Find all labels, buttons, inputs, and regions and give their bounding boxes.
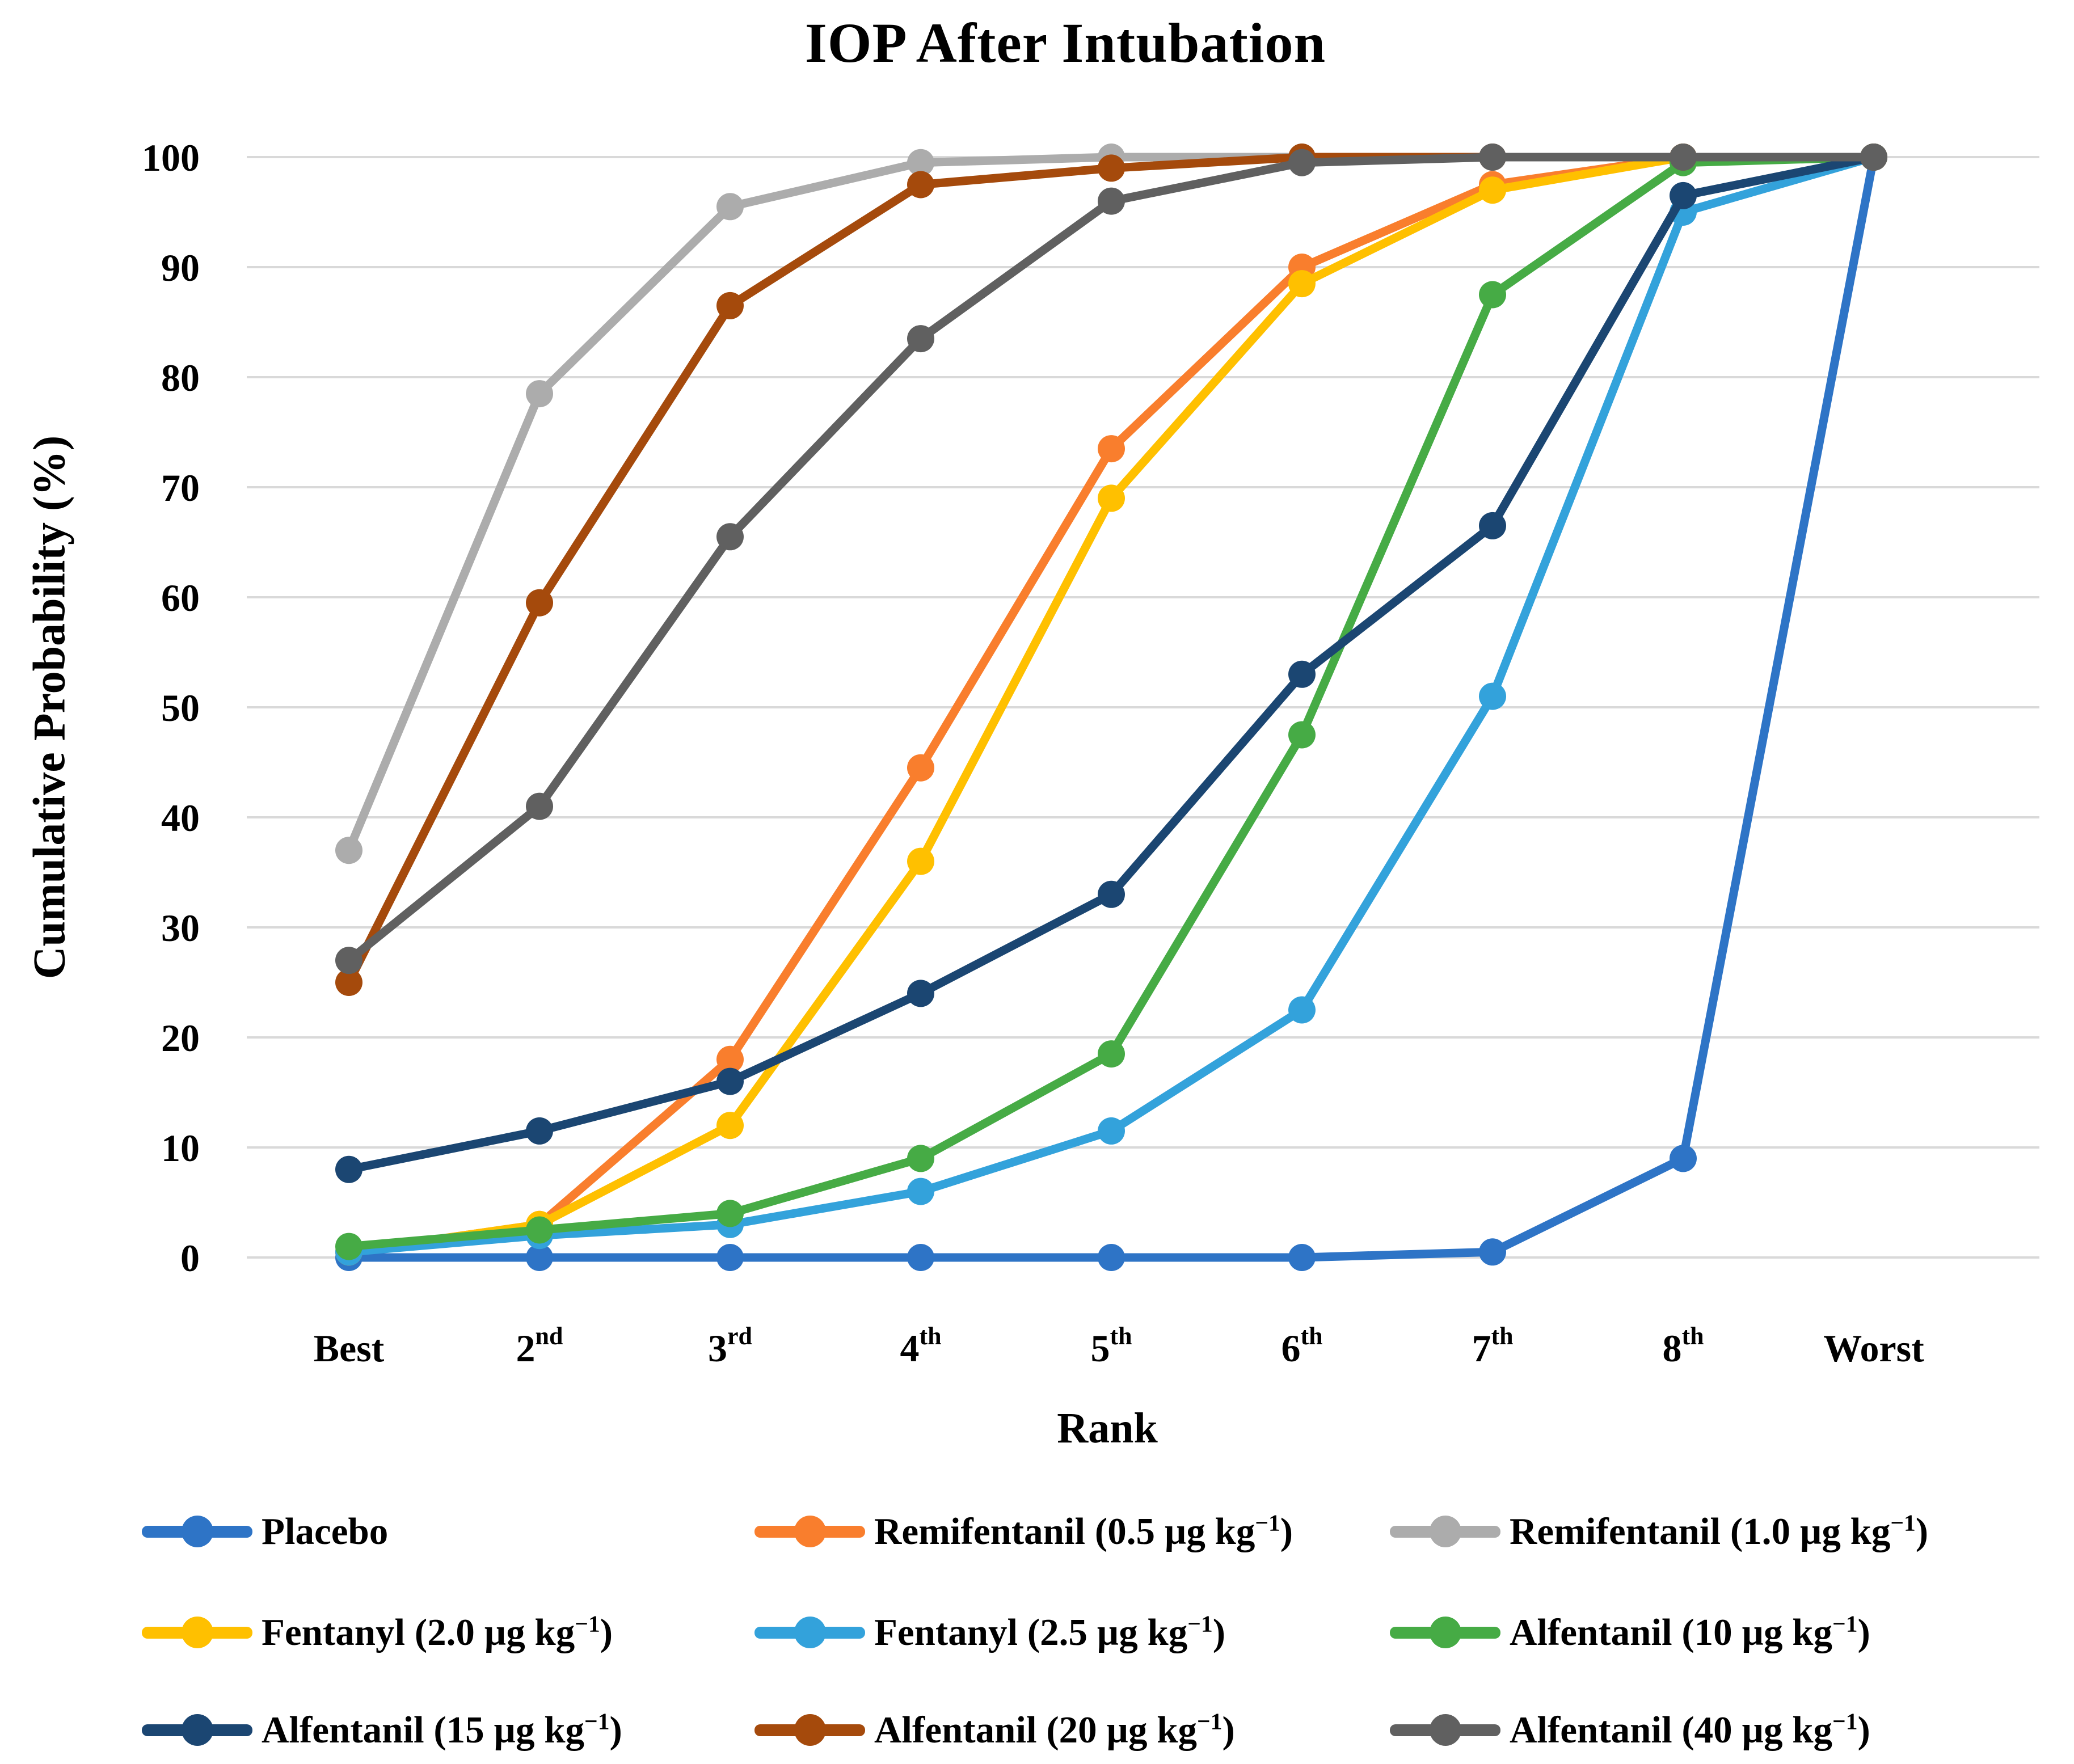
series-point-alfentanil-15-2nd xyxy=(526,1117,553,1145)
series-point-alfentanil-10-7th xyxy=(1479,281,1506,309)
x-tick-label-5th: 5th xyxy=(1090,1322,1132,1370)
series-point-remifentanil-0-5-3rd xyxy=(716,1045,744,1073)
series-point-alfentanil-40-5th xyxy=(1098,187,1125,215)
y-tick-label-0: 0 xyxy=(180,1237,200,1280)
series-point-alfentanil-15-6th xyxy=(1288,660,1316,688)
series-point-alfentanil-20-Best xyxy=(335,969,362,996)
series-point-alfentanil-40-8th xyxy=(1670,144,1697,171)
series-point-alfentanil-15-Best xyxy=(335,1155,362,1183)
series-point-fentanyl-2-0-7th xyxy=(1479,176,1506,204)
series-point-remifentanil-0-5-4th xyxy=(907,754,934,782)
x-axis-title: Rank xyxy=(1057,1404,1158,1452)
x-tick-label-4th: 4th xyxy=(900,1322,941,1370)
series-point-fentanyl-2-0-4th xyxy=(907,847,934,875)
series-point-alfentanil-15-8th xyxy=(1670,182,1697,209)
series-point-alfentanil-40-3rd xyxy=(716,523,744,551)
series-point-remifentanil-1-0-Best xyxy=(335,837,362,864)
series-point-fentanyl-2-5-7th xyxy=(1479,682,1506,710)
series-point-alfentanil-10-2nd xyxy=(526,1216,553,1244)
series-point-alfentanil-40-Best xyxy=(335,947,362,974)
x-tick-label-6th: 6th xyxy=(1281,1322,1322,1370)
series-point-placebo-6th xyxy=(1288,1244,1316,1271)
x-tick-label-7th: 7th xyxy=(1472,1322,1513,1370)
y-tick-label-70: 70 xyxy=(161,466,200,509)
chart-title: IOP After Intubation xyxy=(804,11,1326,74)
series-point-fentanyl-2-5-5th xyxy=(1098,1117,1125,1145)
series-point-alfentanil-20-4th xyxy=(907,171,934,199)
series-point-fentanyl-2-5-6th xyxy=(1288,996,1316,1024)
x-tick-label-8th: 8th xyxy=(1662,1322,1704,1370)
series-point-alfentanil-40-6th xyxy=(1288,149,1316,176)
series-point-placebo-4th xyxy=(907,1244,934,1271)
series-point-remifentanil-1-0-4th xyxy=(907,149,934,176)
y-tick-label-10: 10 xyxy=(161,1126,200,1170)
series-point-alfentanil-40-2nd xyxy=(526,792,553,820)
series-point-alfentanil-15-7th xyxy=(1479,512,1506,539)
series-point-remifentanil-1-0-3rd xyxy=(716,193,744,221)
series-line-fentanyl-2-5 xyxy=(344,153,1878,1256)
y-tick-label-60: 60 xyxy=(161,576,200,619)
series-line-alfentanil-40 xyxy=(344,153,1878,965)
y-tick-label-20: 20 xyxy=(161,1016,200,1060)
series-point-placebo-8th xyxy=(1670,1145,1697,1172)
x-tick-label-3rd: 3rd xyxy=(708,1322,752,1370)
y-tick-label-40: 40 xyxy=(161,796,200,839)
series-point-alfentanil-10-3rd xyxy=(716,1200,744,1227)
x-tick-label-Best: Best xyxy=(314,1327,385,1370)
series-point-placebo-5th xyxy=(1098,1244,1125,1271)
y-tick-label-30: 30 xyxy=(161,906,200,949)
series-line-alfentanil-20 xyxy=(344,153,1878,987)
series-point-placebo-3rd xyxy=(716,1244,744,1271)
y-tick-label-80: 80 xyxy=(161,356,200,399)
x-tick-label-2nd: 2nd xyxy=(516,1322,563,1370)
series-point-alfentanil-10-6th xyxy=(1288,721,1316,749)
x-tick-label-Worst: Worst xyxy=(1823,1327,1924,1370)
series-point-remifentanil-0-5-5th xyxy=(1098,435,1125,463)
series-point-alfentanil-40-7th xyxy=(1479,144,1506,171)
series-line-fentanyl-2-0 xyxy=(344,153,1878,1256)
y-tick-label-50: 50 xyxy=(161,686,200,729)
series-point-alfentanil-20-5th xyxy=(1098,154,1125,182)
series-point-alfentanil-40-Worst xyxy=(1860,144,1887,171)
series-point-placebo-7th xyxy=(1479,1238,1506,1266)
series-line-remifentanil-0-5 xyxy=(344,153,1878,1256)
series-point-fentanyl-2-0-6th xyxy=(1288,270,1316,298)
series-point-alfentanil-10-Best xyxy=(335,1233,362,1260)
series-point-alfentanil-20-3rd xyxy=(716,292,744,319)
series-point-remifentanil-1-0-2nd xyxy=(526,380,553,408)
y-tick-label-90: 90 xyxy=(161,246,200,289)
series-point-fentanyl-2-0-3rd xyxy=(716,1112,744,1140)
series-point-alfentanil-15-3rd xyxy=(716,1067,744,1095)
series-point-placebo-2nd xyxy=(526,1244,553,1271)
series-point-alfentanil-10-4th xyxy=(907,1145,934,1172)
series-point-alfentanil-10-5th xyxy=(1098,1040,1125,1068)
y-tick-label-100: 100 xyxy=(142,136,200,179)
series-point-alfentanil-15-5th xyxy=(1098,880,1125,908)
series-point-alfentanil-15-4th xyxy=(907,980,934,1007)
series-point-alfentanil-40-4th xyxy=(907,325,934,353)
series-point-alfentanil-20-2nd xyxy=(526,589,553,617)
series-point-fentanyl-2-0-5th xyxy=(1098,484,1125,512)
series-point-fentanyl-2-5-4th xyxy=(907,1178,934,1205)
